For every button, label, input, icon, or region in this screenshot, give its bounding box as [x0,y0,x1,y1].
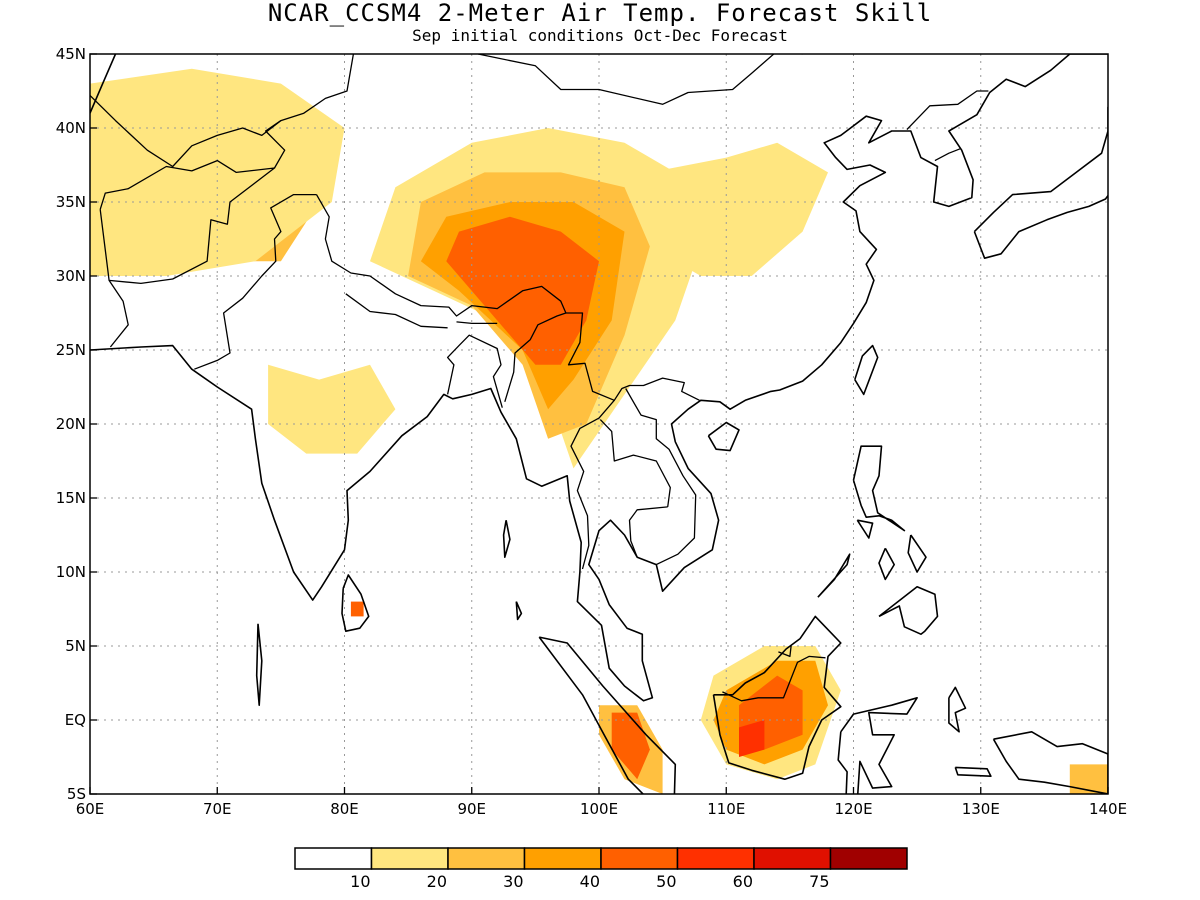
border-india-myanmar [504,312,567,402]
coast-indian-subcontinent [90,54,1108,702]
border-china-myanmar [565,312,700,401]
skill-region-new-guinea [1069,764,1108,794]
coast-halmahera [948,686,967,733]
coast-japan [973,106,1108,259]
colorbar-label: 10 [350,872,370,891]
lat-label: 35N [56,193,86,211]
border-pakistan-india [194,193,317,370]
border-nepal-south [345,293,448,329]
coast-sumatra [538,636,677,794]
colorbar-label: 50 [656,872,676,891]
coast-sulawesi [837,697,918,794]
border-bhutan-south [456,321,498,325]
coast-andaman [502,520,511,558]
lon-label: 130E [962,800,1000,818]
coast-borneo [712,615,842,780]
coast-sri-lanka [341,574,370,632]
lat-label: EQ [65,711,86,729]
skill-region-central-india [268,364,396,454]
lat-label: 20N [56,415,86,433]
border-korea-dmz [934,148,961,162]
border-himalaya [315,194,567,317]
border-bangladesh [446,334,503,408]
map-subtitle: Sep initial conditions Oct-Dec Forecast [412,26,788,45]
coast-bali-lombok [785,840,905,846]
lat-label: 15N [56,489,86,507]
colorbar-box [447,847,526,870]
lat-label: 25N [56,341,86,359]
lat-label: 5S [67,785,86,803]
colorbar-box [523,847,602,870]
colorbar-box [294,847,373,870]
border-cambodia-thailand [628,506,668,558]
border-china-korea [906,90,989,130]
skill-region-sri-lanka [350,601,364,617]
border-mongolia-south [477,54,803,105]
lat-label: 40N [56,119,86,137]
border-china-west [264,120,286,169]
lon-label: 110E [707,800,745,818]
colorbar-label: 60 [733,872,753,891]
lat-label: 30N [56,267,86,285]
colorbar-label: 30 [503,872,523,891]
coast-mindanao [878,586,939,635]
colorbar-box [753,847,832,870]
axis-labels: 60E 70E 80E 90E 100E 110E 120E 130E 140E 45N 40N 35… [56,45,1127,818]
coast-palawan [817,553,851,598]
coast-luzon [852,445,906,532]
border-vietnam-laos [625,388,697,566]
coast-seram [954,766,992,777]
coast-mindoro [856,519,874,539]
coast-new-guinea [992,731,1108,794]
colorbar-box [600,847,679,870]
coast-timor [904,843,942,870]
lon-label: 120E [834,800,872,818]
coastlines [90,54,1108,870]
lon-label: 90E [457,800,486,818]
lon-label: 60E [76,800,105,818]
lat-label: 10N [56,563,86,581]
coast-caspian [90,54,117,114]
colorbar-box [829,847,908,870]
colorbar-label: 20 [427,872,447,891]
colorbar-label: 75 [809,872,829,891]
border-afghanistan [99,159,276,285]
lat-label: 5N [65,637,86,655]
lon-label: 100E [580,800,618,818]
coast-hokkaido [1107,100,1108,102]
colorbar: 10 20 30 40 50 60 75 [294,847,908,891]
skill-region-north-china [649,142,828,276]
lon-label: 140E [1089,800,1127,818]
coast-taiwan [854,344,879,396]
skill-region-borneo [739,720,765,757]
coast-visayas-b [907,534,927,573]
border-central-asia [90,54,355,168]
lat-label: 45N [56,45,86,63]
border-iran-pakistan [108,280,129,348]
coast-visayas-a [878,547,895,581]
border-myanmar-thailand [570,399,615,570]
coast-hainan [707,421,740,452]
lon-label: 70E [203,800,232,818]
coast-maldives [255,623,263,706]
border-brunei [778,645,792,658]
colorbar-box [676,847,755,870]
colorbar-box [370,847,449,870]
skill-shading-layer [90,68,1108,794]
lon-label: 80E [330,800,359,818]
border-malaysia-borneo [722,655,826,702]
border-laos-thailand [599,419,671,507]
coast-nicobar [515,601,523,621]
map-title: NCAR_CCSM4 2-Meter Air Temp. Forecast Sk… [267,0,933,27]
colorbar-label: 40 [580,872,600,891]
